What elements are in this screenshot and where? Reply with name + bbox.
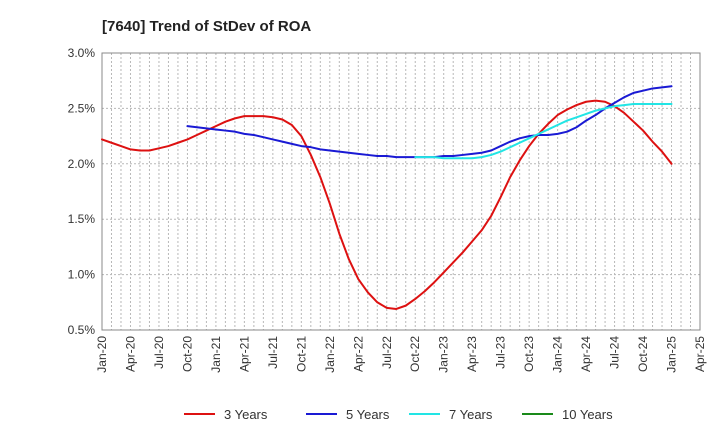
y-tick-label: 3.0% <box>68 46 96 60</box>
x-tick-label: Jul-22 <box>380 336 394 369</box>
x-tick-label: Jul-21 <box>266 336 280 369</box>
x-tick-label: Jan-20 <box>95 336 109 373</box>
x-tick-label: Apr-21 <box>237 336 251 372</box>
x-tick-label: Apr-25 <box>693 336 707 372</box>
y-tick-label: 1.5% <box>68 212 96 226</box>
x-tick-label: Jan-21 <box>209 336 223 373</box>
x-tick-label: Apr-22 <box>351 336 365 372</box>
legend-label: 5 Years <box>346 407 390 422</box>
legend: 3 Years 5 Years 7 Years 10 Years <box>184 407 613 422</box>
x-tick-label: Apr-24 <box>579 336 593 372</box>
y-tick-label: 1.0% <box>68 268 96 282</box>
x-tick-label: Oct-23 <box>522 336 536 372</box>
legend-label: 3 Years <box>224 407 268 422</box>
legend-label: 7 Years <box>449 407 493 422</box>
x-tick-label: Oct-20 <box>180 336 194 372</box>
x-tick-label: Oct-21 <box>294 336 308 372</box>
x-tick-label: Jan-24 <box>551 336 565 373</box>
series-line-7-years <box>414 102 673 160</box>
chart-title: [7640] Trend of StDev of ROA <box>102 18 311 35</box>
x-tick-label: Jul-24 <box>608 336 622 369</box>
y-tick-label: 0.5% <box>68 323 96 337</box>
y-tick-label: 2.5% <box>68 101 96 115</box>
x-tick-label: Oct-22 <box>408 336 422 372</box>
series-line-5-years <box>186 85 673 159</box>
x-tick-label: Jan-25 <box>665 336 679 373</box>
y-tick-label: 2.0% <box>68 157 96 171</box>
grid <box>102 52 700 331</box>
plot-frame <box>101 52 701 331</box>
x-tick-label: Oct-24 <box>636 336 650 372</box>
x-tick-label: Jan-22 <box>323 336 337 373</box>
x-tick-label: Jul-23 <box>494 336 508 369</box>
x-tick-label: Apr-20 <box>123 336 137 372</box>
series-line-3-years <box>101 99 673 310</box>
axes: 0.5% 1.0% 1.5% 2.0% 2.5% 3.0% Jan-20 Apr-20 Jul-… <box>68 46 707 373</box>
legend-label: 10 Years <box>562 407 613 422</box>
series-lines <box>101 85 673 310</box>
x-tick-label: Apr-23 <box>465 336 479 372</box>
x-tick-label: Jul-20 <box>152 336 166 369</box>
x-tick-label: Jan-23 <box>437 336 451 373</box>
